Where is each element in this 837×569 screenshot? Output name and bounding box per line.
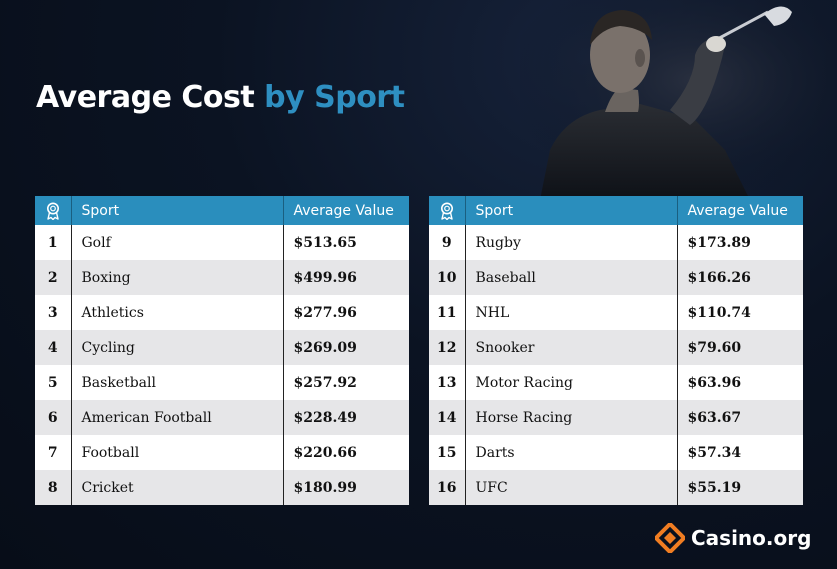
sport-cell: Darts — [465, 435, 678, 470]
award-ribbon-icon — [46, 202, 59, 220]
casino-org-logo: Casino.org — [655, 523, 811, 553]
table-row: 8 Cricket $180.99 — [35, 470, 409, 505]
rank-cell: 3 — [35, 295, 72, 330]
value-cell: $220.66 — [283, 435, 409, 470]
rank-cell: 2 — [35, 260, 72, 295]
sport-cell: Cycling — [71, 330, 284, 365]
sport-cell: Cricket — [71, 470, 284, 505]
value-cell: $166.26 — [677, 260, 803, 295]
table-row: 2 Boxing $499.96 — [35, 260, 409, 295]
value-cell: $110.74 — [677, 295, 803, 330]
rank-cell: 4 — [35, 330, 72, 365]
rank-cell: 7 — [35, 435, 72, 470]
rank-cell: 6 — [35, 400, 72, 435]
logo-text: Casino.org — [691, 526, 812, 550]
rank-cell: 11 — [429, 295, 466, 330]
rank-cell: 8 — [35, 470, 72, 505]
value-cell: $63.67 — [677, 400, 803, 435]
rank-header — [429, 196, 466, 225]
table-row: 13 Motor Racing $63.96 — [429, 365, 803, 400]
sport-cell: Motor Racing — [465, 365, 678, 400]
value-cell: $269.09 — [283, 330, 409, 365]
table-row: 15 Darts $57.34 — [429, 435, 803, 470]
sport-cell: Horse Racing — [465, 400, 678, 435]
ranking-table-left: Sport Average Value 1 Golf $513.65 2 Boxing… — [35, 196, 409, 505]
rank-cell: 12 — [429, 330, 466, 365]
rank-cell: 5 — [35, 365, 72, 400]
value-cell: $513.65 — [283, 225, 409, 260]
rank-cell: 16 — [429, 470, 466, 505]
sport-cell: NHL — [465, 295, 678, 330]
sport-cell: UFC — [465, 470, 678, 505]
golfer-photo — [520, 0, 837, 200]
sport-header: Sport — [465, 196, 678, 225]
ranking-table-right: Sport Average Value 9 Rugby $173.89 10 Base… — [429, 196, 803, 505]
rank-cell: 9 — [429, 225, 466, 260]
value-header: Average Value — [283, 196, 409, 225]
sport-cell: Boxing — [71, 260, 284, 295]
table-row: 3 Athletics $277.96 — [35, 295, 409, 330]
rank-cell: 14 — [429, 400, 466, 435]
value-cell: $180.99 — [283, 470, 409, 505]
value-cell: $79.60 — [677, 330, 803, 365]
rank-cell: 1 — [35, 225, 72, 260]
value-cell: $173.89 — [677, 225, 803, 260]
value-cell: $228.49 — [283, 400, 409, 435]
table-row: 7 Football $220.66 — [35, 435, 409, 470]
title-main: Average Cost — [36, 80, 255, 115]
sport-cell: Golf — [71, 225, 284, 260]
table-row: 10 Baseball $166.26 — [429, 260, 803, 295]
casino-org-diamond-icon — [655, 523, 685, 553]
value-cell: $499.96 — [283, 260, 409, 295]
table-header-row: Sport Average Value — [35, 196, 409, 225]
sport-cell: American Football — [71, 400, 284, 435]
table-row: 11 NHL $110.74 — [429, 295, 803, 330]
table-row: 1 Golf $513.65 — [35, 225, 409, 260]
value-cell: $257.92 — [283, 365, 409, 400]
sport-cell: Baseball — [465, 260, 678, 295]
sport-header: Sport — [71, 196, 284, 225]
sport-cell: Snooker — [465, 330, 678, 365]
table-row: 4 Cycling $269.09 — [35, 330, 409, 365]
title-accent: by Sport — [264, 80, 405, 115]
value-cell: $55.19 — [677, 470, 803, 505]
page-title: Average Cost by Sport — [36, 80, 405, 115]
rank-header — [35, 196, 72, 225]
sport-cell: Football — [71, 435, 284, 470]
table-row: 6 American Football $228.49 — [35, 400, 409, 435]
table-row: 9 Rugby $173.89 — [429, 225, 803, 260]
value-cell: $57.34 — [677, 435, 803, 470]
sport-cell: Rugby — [465, 225, 678, 260]
rank-cell: 10 — [429, 260, 466, 295]
rank-cell: 15 — [429, 435, 466, 470]
table-row: 16 UFC $55.19 — [429, 470, 803, 505]
table-row: 14 Horse Racing $63.67 — [429, 400, 803, 435]
award-ribbon-icon — [440, 202, 453, 220]
value-header: Average Value — [677, 196, 803, 225]
value-cell: $63.96 — [677, 365, 803, 400]
table-header-row: Sport Average Value — [429, 196, 803, 225]
sport-cell: Basketball — [71, 365, 284, 400]
value-cell: $277.96 — [283, 295, 409, 330]
table-row: 12 Snooker $79.60 — [429, 330, 803, 365]
rank-cell: 13 — [429, 365, 466, 400]
table-row: 5 Basketball $257.92 — [35, 365, 409, 400]
sport-cell: Athletics — [71, 295, 284, 330]
